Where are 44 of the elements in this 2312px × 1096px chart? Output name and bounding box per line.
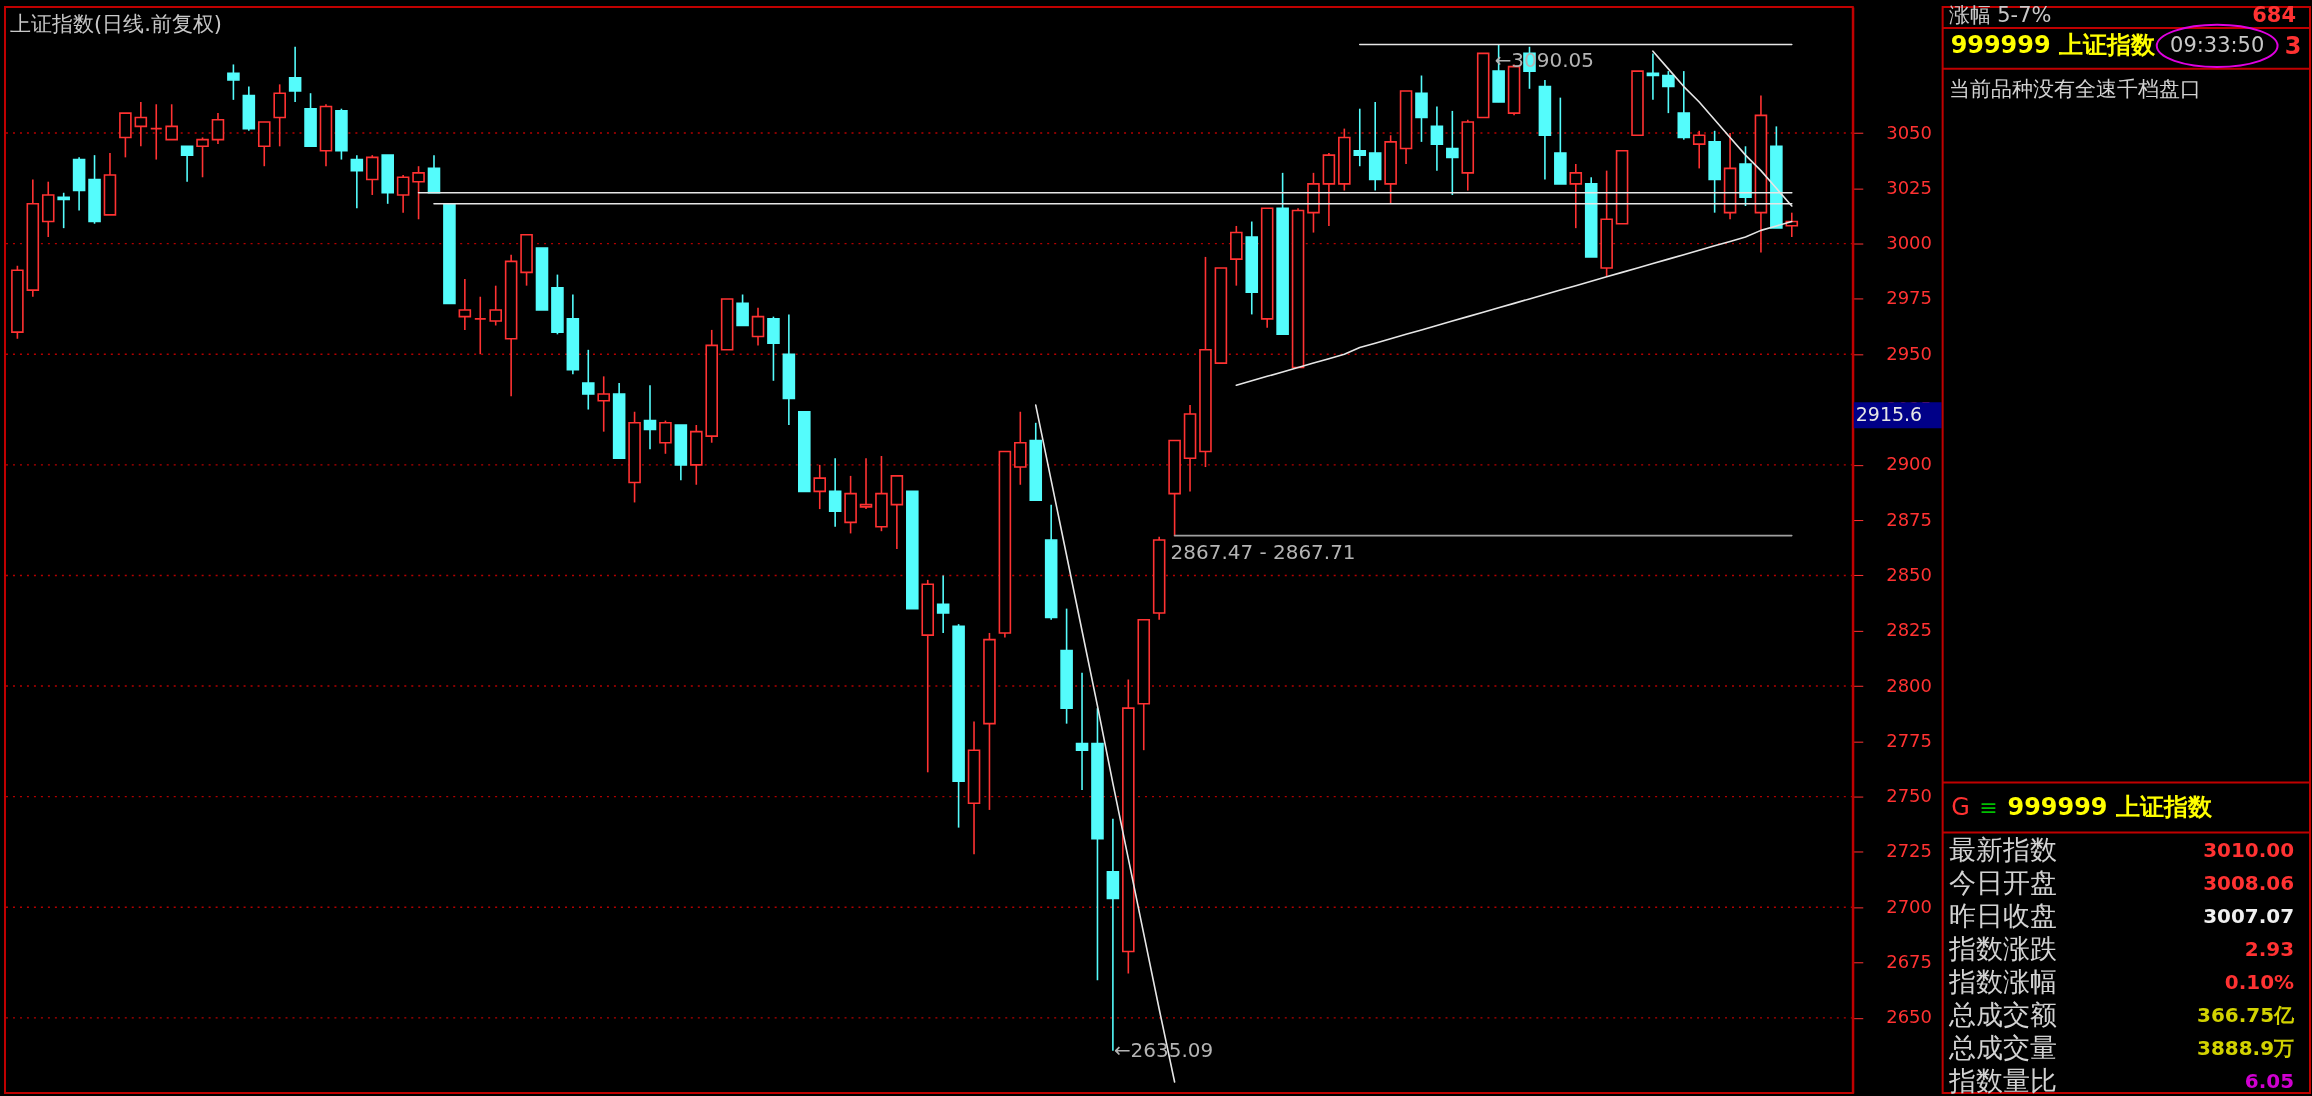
text: ≡: [1979, 794, 1998, 820]
y-tick-label: 2975: [1886, 287, 1932, 309]
text: 涨幅 5-7%: [1948, 2, 2052, 27]
text: 当前品种没有全速千档盘口: [1948, 76, 2201, 101]
text: 指数涨跌: [1947, 933, 2057, 965]
annotation: 2867.47 - 2867.71: [1170, 540, 1356, 565]
text: 0.10%: [2224, 970, 2295, 995]
text: 今日开盘: [1948, 867, 2057, 899]
text: 最新指数: [1948, 834, 2057, 866]
y-tick-label: 2725: [1886, 840, 1932, 862]
y-tick-label: 2750: [1886, 785, 1932, 807]
y-tick-label: 2700: [1886, 895, 1932, 917]
text: 2.93: [2244, 937, 2295, 962]
y-tick-label: 2650: [1886, 1006, 1932, 1028]
y-tick-label: 2775: [1886, 729, 1932, 751]
text: 6.05: [2244, 1069, 2295, 1094]
text: 总成交量: [1947, 1032, 2057, 1064]
text: G: [1951, 792, 1970, 821]
text: 指数涨幅: [1947, 966, 2057, 998]
text: 昨日收盘: [1948, 900, 2057, 932]
y-tick-label: 2850: [1886, 563, 1932, 585]
y-tick-label: 3050: [1886, 121, 1932, 143]
y-tick-label: 2950: [1886, 342, 1932, 364]
y-tick-label: 2675: [1886, 951, 1932, 973]
text: 3008.06: [2203, 871, 2295, 896]
y-tick-label: 2825: [1886, 619, 1932, 641]
y-tick-label: 3000: [1886, 232, 1932, 254]
y-tick-label: 2900: [1886, 453, 1932, 475]
text: 3: [2284, 31, 2302, 60]
chart-title: 上证指数(日线.前复权): [9, 11, 222, 36]
text: 指数量比: [1947, 1065, 2057, 1096]
text: 3888.9万: [2197, 1036, 2295, 1061]
text: 999999 上证指数: [1950, 30, 2156, 59]
text: 366.75亿: [2197, 1003, 2296, 1028]
text: 999999 上证指数: [2007, 792, 2213, 821]
text: 09:33:50: [2170, 32, 2265, 57]
text: 684: [2252, 2, 2297, 27]
text: 2915.6: [1855, 403, 1923, 426]
text: 3007.07: [2203, 904, 2295, 929]
text: 3010.00: [2203, 838, 2295, 863]
y-tick-label: 2800: [1886, 674, 1932, 696]
text: 总成交额: [1947, 999, 2057, 1031]
y-tick-label: 3025: [1886, 176, 1932, 198]
y-tick-label: 2875: [1886, 508, 1932, 530]
